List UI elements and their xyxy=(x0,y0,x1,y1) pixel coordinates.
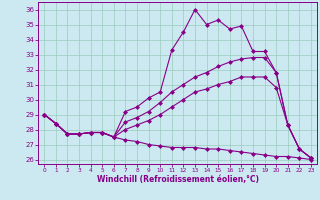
X-axis label: Windchill (Refroidissement éolien,°C): Windchill (Refroidissement éolien,°C) xyxy=(97,175,259,184)
